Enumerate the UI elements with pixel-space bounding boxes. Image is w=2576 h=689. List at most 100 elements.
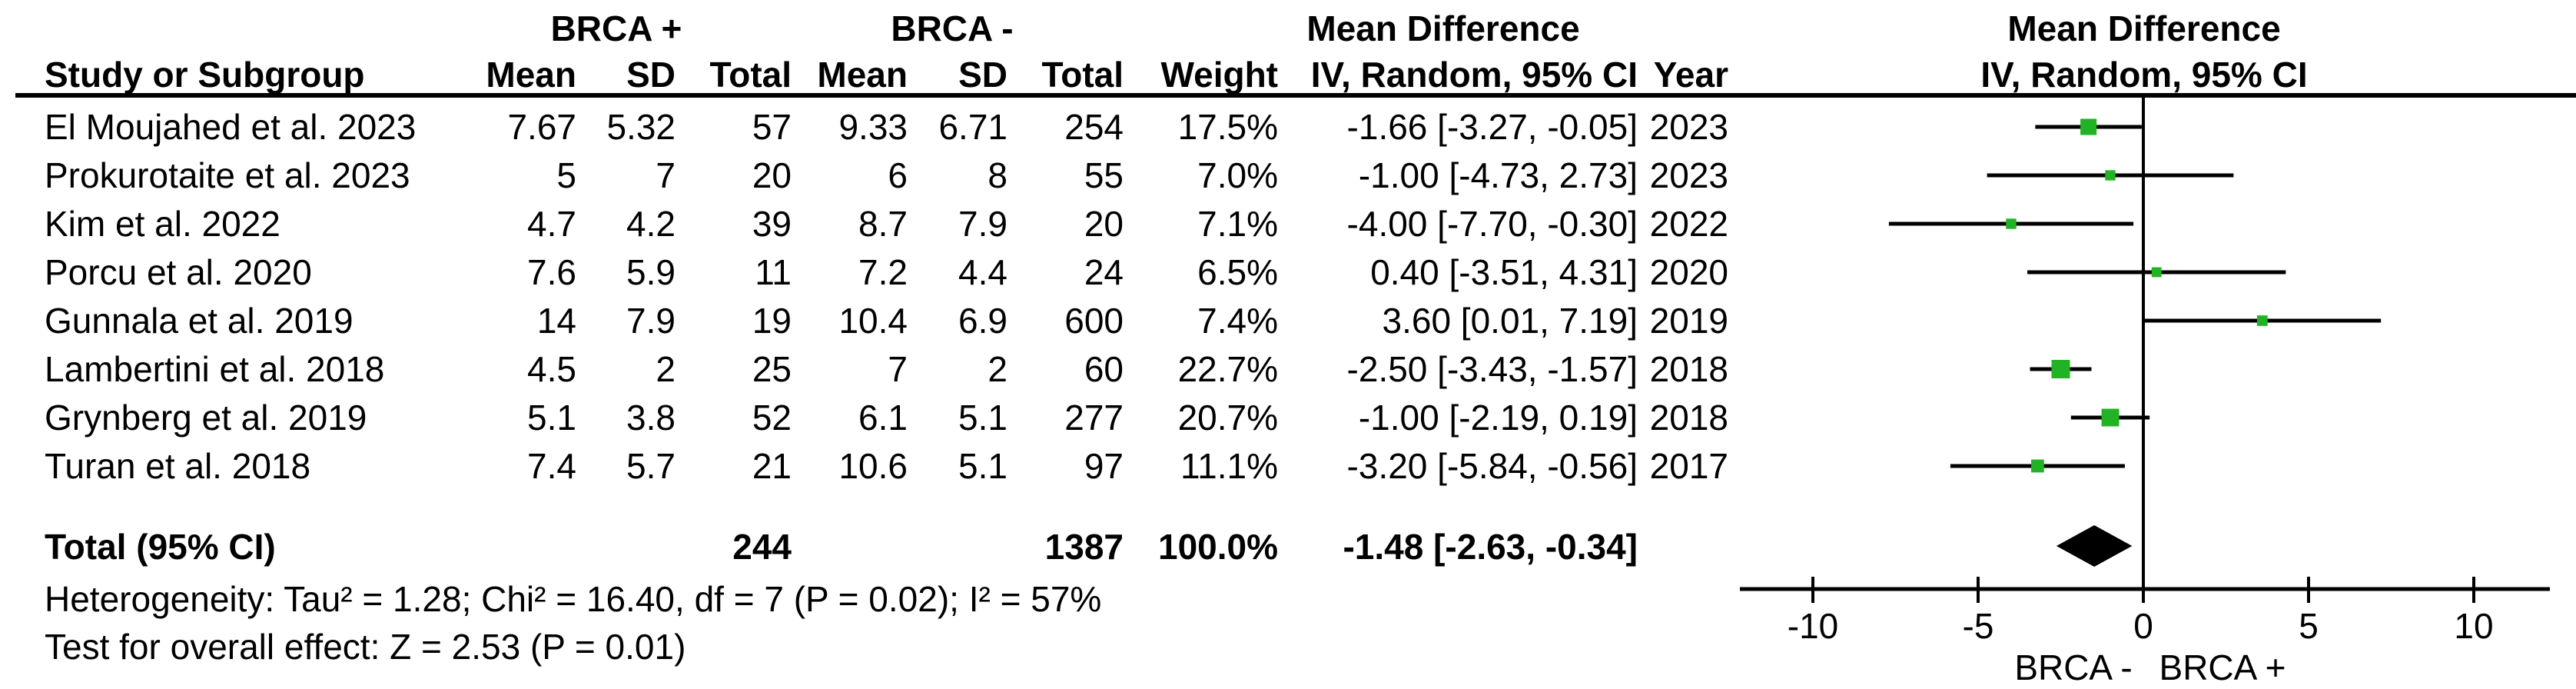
cell-sd1: 5.32 [606,106,676,147]
table-row: Porcu et al. 2020 7.6 5.9 11 7.2 4.4 24 6.5% 0.4… [45,248,1728,296]
cell-total1: 19 [752,300,792,341]
cell-total1: 39 [752,203,792,244]
axis-tick-label: -10 [1788,606,1838,646]
effect-square [2151,267,2162,278]
cell-sd2: 6.9 [958,300,1007,341]
cell-mean2: 8.7 [858,203,908,244]
heterogeneity-note: Heterogeneity: Tau² = 1.28; Chi² = 16.40… [45,579,1102,619]
cell-study: Porcu et al. 2020 [45,251,312,292]
effect-square [2101,408,2120,427]
cell-year: 2022 [1649,203,1728,244]
cell-sd2: 6.71 [938,106,1007,147]
total-n-brca-minus: 1387 [1044,526,1124,567]
cell-sd2: 5.1 [958,397,1007,438]
effect-square [2031,459,2044,473]
header-ci: IV, Random, 95% CI [1310,55,1638,95]
header-study: Study or Subgroup [45,55,365,95]
header-weight: Weight [1160,55,1278,95]
header-mean-2: Mean [817,55,908,95]
cell-total2: 24 [1084,251,1124,292]
total-row: Total (95% CI) 244 1387 100.0% -1.48 [-2… [45,522,1728,571]
cell-year: 2019 [1649,300,1728,341]
cell-ci: 3.60 [0.01, 7.19] [1382,300,1638,341]
study-table-body: El Moujahed et al. 2023 7.67 5.32 57 9.33 6.7… [45,102,1728,490]
cell-mean2: 7 [888,348,908,389]
cell-sd1: 7 [656,155,676,195]
cell-study: Turan et al. 2018 [45,445,311,486]
cell-weight: 22.7% [1177,348,1278,389]
cell-total1: 11 [755,251,792,292]
cell-total2: 97 [1084,445,1124,486]
total-weight: 100.0% [1157,526,1278,567]
cell-ci: 0.40 [-3.51, 4.31] [1370,251,1638,292]
total-diamond [2056,525,2133,567]
cell-study: Kim et al. 2022 [45,203,281,244]
header-sd-1: SD [626,55,676,95]
cell-sd1: 7.9 [626,300,676,341]
header-mean-1: Mean [486,55,576,95]
cell-ci: -1.00 [-2.19, 0.19] [1358,397,1638,438]
header-separator-rule [15,93,2576,98]
cell-weight: 7.1% [1197,203,1278,244]
cell-total2: 20 [1084,203,1124,244]
effect-square [2006,218,2017,229]
cell-total2: 600 [1064,300,1124,341]
cell-sd1: 5.7 [626,445,676,486]
column-group-mean-difference: Mean Difference [1306,8,1580,48]
header-sd-2: SD [958,55,1007,95]
axis-tick-label: 0 [2133,606,2153,646]
table-row: El Moujahed et al. 2023 7.67 5.32 57 9.33 6.7… [45,102,1728,151]
cell-total2: 60 [1084,348,1124,389]
table-row: Grynberg et al. 2019 5.1 3.8 52 6.1 5.1 277 20.… [45,393,1728,441]
cell-weight: 7.4% [1197,300,1278,341]
cell-mean1: 5.1 [527,397,576,438]
cell-mean1: 7.6 [527,251,576,292]
table-row: Gunnala et al. 2019 14 7.9 19 10.4 6.9 600 7.4%… [45,296,1728,344]
total-ci: -1.48 [-2.63, -0.34] [1343,526,1638,567]
cell-mean2: 7.2 [858,251,908,292]
cell-year: 2017 [1649,445,1728,486]
cell-sd2: 5.1 [958,445,1007,486]
cell-total2: 277 [1064,397,1124,438]
cell-weight: 11.1% [1180,445,1278,486]
cell-mean2: 6.1 [858,397,908,438]
effect-square [2080,118,2097,135]
cell-ci: -4.00 [-7.70, -0.30] [1346,203,1638,244]
total-label: Total (95% CI) [45,526,276,567]
cell-sd1: 4.2 [626,203,676,244]
table-row: Turan et al. 2018 7.4 5.7 21 10.6 5.1 97 11.1% -… [45,441,1728,490]
cell-sd1: 3.8 [626,397,676,438]
cell-total1: 25 [752,348,792,389]
header-total-1: Total [709,55,792,95]
cell-sd2: 4.4 [958,251,1007,292]
plot-header-effect-measure: IV, Random, 95% CI [1980,55,2308,95]
header-total-2: Total [1041,55,1124,95]
cell-sd1: 2 [656,348,676,389]
cell-total1: 57 [752,106,792,147]
cell-mean1: 5 [556,155,576,195]
cell-sd2: 2 [988,348,1007,389]
effect-square [2051,360,2070,378]
table-header-row: Study or Subgroup Mean SD Total Mean SD … [45,54,1728,95]
cell-mean2: 10.6 [838,445,908,486]
effect-square [2256,315,2268,326]
axis-label-brca-minus: BRCA - [2014,647,2132,687]
cell-mean2: 9.33 [838,106,908,147]
cell-mean1: 14 [536,300,576,341]
cell-year: 2018 [1649,348,1728,389]
table-row: Lambertini et al. 2018 4.5 2 25 7 2 60 22.7% -2.… [45,344,1728,393]
cell-year: 2020 [1649,251,1728,292]
header-year: Year [1653,55,1728,95]
group-header-brca-plus: BRCA + [550,8,682,48]
cell-mean1: 4.5 [527,348,576,389]
table-row: Kim et al. 2022 4.7 4.2 39 8.7 7.9 20 7.1% -4.00… [45,199,1728,248]
cell-study: Lambertini et al. 2018 [45,348,385,389]
cell-study: El Moujahed et al. 2023 [45,106,417,147]
cell-ci: -1.66 [-3.27, -0.05] [1346,106,1638,147]
cell-mean1: 4.7 [527,203,576,244]
cell-mean2: 10.4 [838,300,908,341]
overall-effect-note: Test for overall effect: Z = 2.53 (P = 0… [45,627,686,667]
cell-study: Prokurotaite et al. 2023 [45,155,410,195]
cell-total1: 21 [752,445,792,486]
